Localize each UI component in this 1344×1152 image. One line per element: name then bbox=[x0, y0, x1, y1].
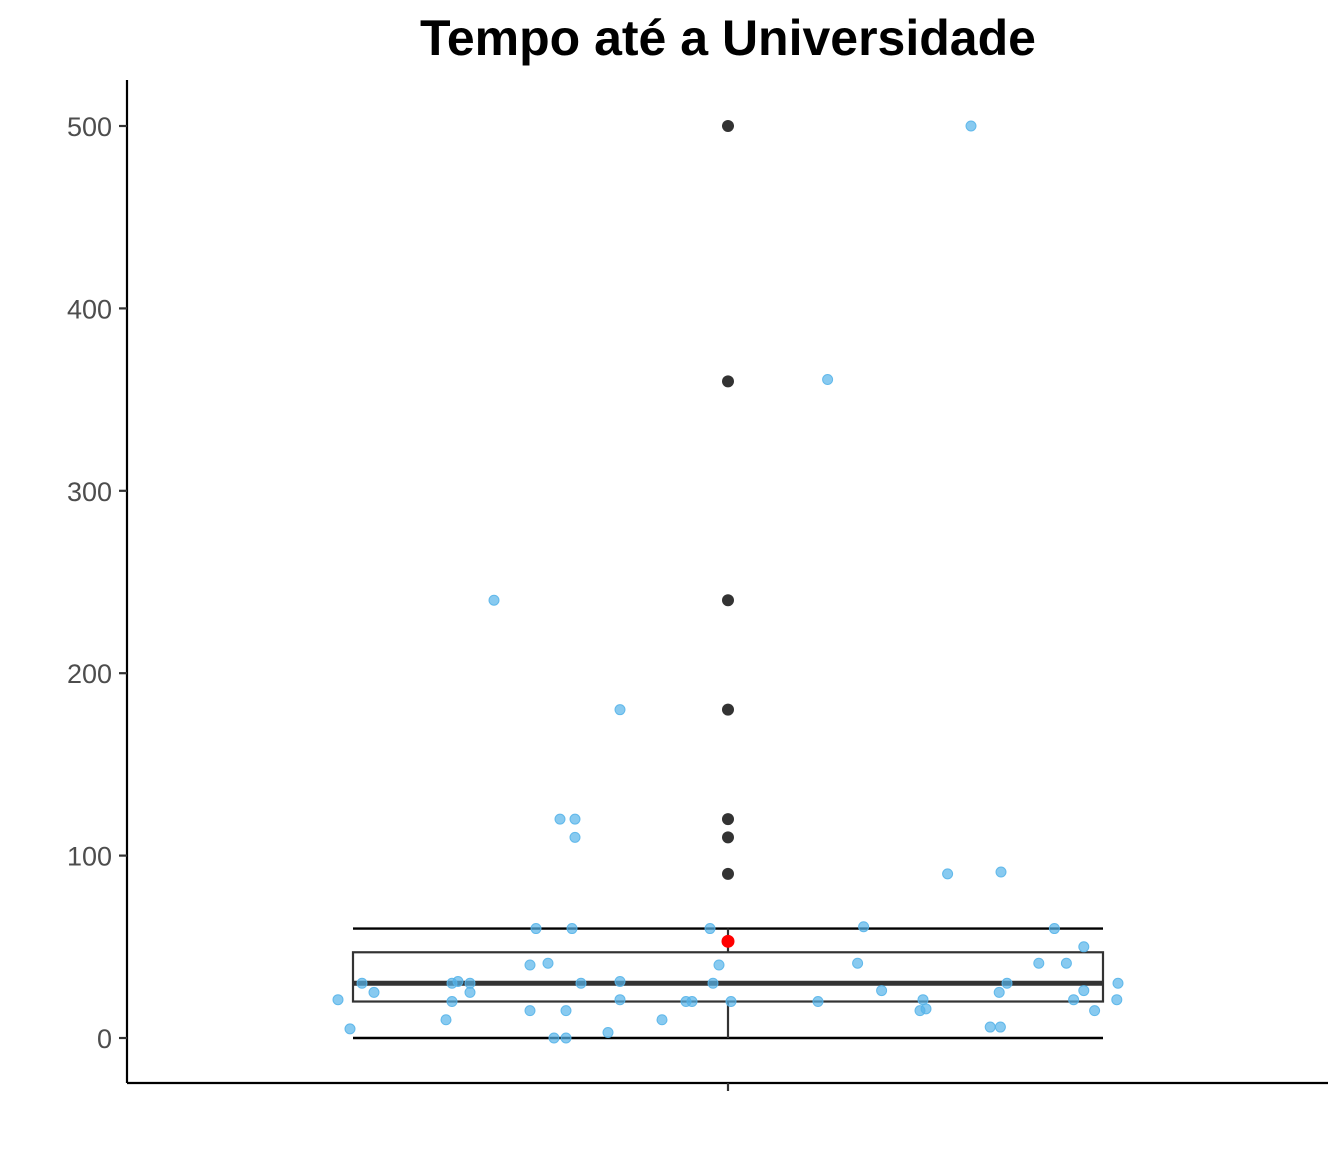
chart-title: Tempo até a Universidade bbox=[420, 10, 1036, 66]
y-tick-label: 500 bbox=[67, 112, 112, 142]
y-tick-label: 400 bbox=[67, 294, 112, 324]
jitter-point bbox=[942, 868, 954, 880]
jitter-point bbox=[656, 1014, 668, 1026]
jitter-point bbox=[995, 866, 1007, 878]
jitter-point bbox=[542, 957, 554, 969]
jitter-point bbox=[920, 1003, 932, 1015]
jitter-point bbox=[1078, 985, 1090, 997]
jitter-point bbox=[1089, 1005, 1101, 1017]
jitter-point bbox=[1112, 977, 1124, 989]
jitter-point bbox=[917, 994, 929, 1006]
jitter-point bbox=[1001, 977, 1013, 989]
outlier-point bbox=[722, 120, 734, 132]
jitter-point bbox=[994, 1021, 1006, 1033]
y-tick-label: 100 bbox=[67, 842, 112, 872]
jitter-point bbox=[464, 986, 476, 998]
jitter-point bbox=[560, 1005, 572, 1017]
jitter-point bbox=[452, 975, 464, 987]
jitter-point bbox=[566, 923, 578, 935]
jitter-point bbox=[1060, 957, 1072, 969]
jitter-point bbox=[569, 813, 581, 825]
jitter-point bbox=[707, 977, 719, 989]
jitter-point bbox=[446, 996, 458, 1008]
jitter-point bbox=[524, 1005, 536, 1017]
jitter-point bbox=[614, 704, 626, 716]
jitter-point bbox=[614, 975, 626, 987]
y-tick-label: 300 bbox=[67, 477, 112, 507]
jitter-point bbox=[332, 994, 344, 1006]
jitter-point bbox=[344, 1023, 356, 1035]
jitter-point bbox=[725, 996, 737, 1008]
outlier-point bbox=[722, 703, 734, 716]
outlier-point bbox=[722, 813, 734, 826]
axes: 0 100 200 300 400 500 bbox=[67, 80, 1328, 1091]
jitter-point bbox=[852, 957, 864, 969]
jitter-point bbox=[560, 1032, 572, 1044]
y-tick-label: 0 bbox=[97, 1024, 112, 1054]
jitter-point bbox=[530, 923, 542, 935]
mean-point bbox=[721, 934, 735, 948]
jitter-point bbox=[1033, 957, 1045, 969]
outlier-point bbox=[722, 375, 734, 388]
jitter-point bbox=[464, 977, 476, 989]
jitter-point bbox=[965, 120, 977, 132]
jitter-point bbox=[858, 921, 870, 933]
outlier-point bbox=[722, 594, 734, 607]
jitter-point bbox=[548, 1032, 560, 1044]
jitter-point bbox=[876, 985, 888, 997]
jitter-point bbox=[704, 923, 716, 935]
jitter-point bbox=[602, 1027, 614, 1039]
jitter-point bbox=[1111, 994, 1123, 1006]
jitter-point bbox=[1048, 923, 1060, 935]
jitter-point bbox=[686, 996, 698, 1008]
outlier-point bbox=[722, 867, 734, 880]
jitter-point bbox=[440, 1014, 452, 1026]
plot-area bbox=[332, 120, 1124, 1044]
jitter-point bbox=[812, 996, 824, 1008]
jitter-point bbox=[713, 959, 725, 971]
y-tick-label: 200 bbox=[67, 659, 112, 689]
jitter-point bbox=[1068, 994, 1080, 1006]
jitter-point bbox=[993, 986, 1005, 998]
jitter-point bbox=[554, 813, 566, 825]
jitter-point bbox=[575, 977, 587, 989]
jitter-point bbox=[984, 1021, 996, 1033]
jitter-point bbox=[356, 977, 368, 989]
outlier-point bbox=[722, 831, 734, 844]
jitter-point bbox=[614, 994, 626, 1006]
jitter-point bbox=[488, 594, 500, 606]
jitter-point bbox=[368, 986, 380, 998]
jitter-point bbox=[822, 374, 834, 386]
jitter-point bbox=[1078, 941, 1090, 953]
jitter-point bbox=[524, 959, 536, 971]
jitter-point bbox=[569, 831, 581, 843]
